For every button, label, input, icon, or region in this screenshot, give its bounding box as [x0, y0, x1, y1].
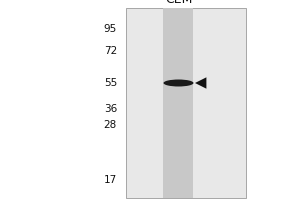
Text: CEM: CEM [165, 0, 192, 6]
Text: 72: 72 [104, 46, 117, 56]
Text: 36: 36 [104, 104, 117, 114]
Polygon shape [195, 77, 206, 89]
Text: 95: 95 [104, 24, 117, 34]
Text: 28: 28 [104, 120, 117, 130]
Text: 17: 17 [104, 175, 117, 185]
Text: 55: 55 [104, 78, 117, 88]
Ellipse shape [164, 79, 194, 86]
Bar [164, 8, 194, 198]
Bar [126, 8, 246, 198]
